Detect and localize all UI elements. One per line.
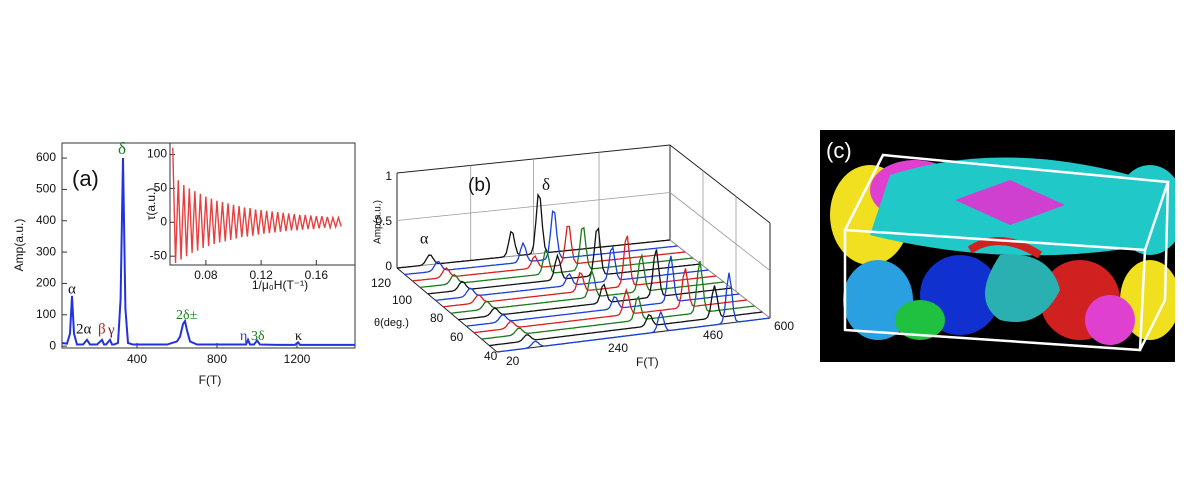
surface-blob bbox=[1085, 295, 1135, 345]
brillouin-box bbox=[843, 153, 1170, 352]
y-tick-label: 100 bbox=[147, 147, 167, 161]
fermi-surface bbox=[830, 157, 1175, 345]
spectrum-trace bbox=[404, 210, 678, 276]
theta-tick-label: 40 bbox=[484, 349, 498, 363]
y-tick-label: 400 bbox=[36, 213, 56, 227]
peak-label: γ bbox=[107, 322, 115, 338]
inset-y-label: τ(a.u.) bbox=[144, 188, 158, 221]
f-tick-label: 240 bbox=[608, 341, 628, 355]
plot-frame bbox=[169, 142, 356, 266]
y-tick-label: 300 bbox=[36, 244, 56, 258]
spectrum-trace bbox=[489, 285, 763, 347]
theta-axis-label: θ(deg.) bbox=[374, 317, 409, 329]
panel-label: (a) bbox=[72, 166, 99, 191]
panel-c: (c) bbox=[820, 130, 1175, 362]
peak-label: κ bbox=[295, 329, 302, 344]
f-tick-label: 600 bbox=[774, 319, 794, 333]
y-tick-label: -50 bbox=[150, 248, 168, 262]
inset-x-label: 1/μ₀H(T⁻¹) bbox=[252, 278, 308, 292]
box-edge bbox=[843, 230, 1147, 352]
peak-label: η bbox=[240, 329, 247, 344]
y-axis-label: Amp(a.u.) bbox=[12, 219, 26, 272]
spectrum-trace bbox=[412, 225, 686, 282]
spectrum-trace bbox=[466, 255, 740, 327]
spectrum-trace bbox=[473, 268, 747, 334]
f-tick-label: 20 bbox=[506, 354, 520, 368]
y-tick-label: 500 bbox=[36, 182, 56, 196]
z-axis-label: Amp(a.u.) bbox=[373, 200, 384, 244]
peak-label: δ bbox=[118, 139, 126, 158]
frame-line bbox=[396, 267, 498, 353]
data-line bbox=[172, 147, 342, 263]
y-tick-label: 100 bbox=[36, 307, 56, 321]
box-edge bbox=[1138, 181, 1170, 351]
data-line bbox=[62, 158, 355, 346]
x-axis-label: F(T) bbox=[199, 373, 222, 387]
surface-blob bbox=[985, 254, 1060, 322]
y-tick-label: 600 bbox=[36, 150, 56, 164]
y-tick-label: 0 bbox=[160, 214, 167, 228]
surface-blob bbox=[955, 180, 1065, 225]
z-tick-label: 0.5 bbox=[375, 214, 392, 228]
spectrum-trace bbox=[450, 252, 724, 314]
x-tick-label: 1200 bbox=[284, 352, 311, 366]
spectrum-trace bbox=[496, 272, 771, 353]
frame-line bbox=[669, 144, 771, 224]
y-tick-label: 200 bbox=[36, 276, 56, 290]
spectrum-trace bbox=[443, 235, 717, 308]
x-tick-label: 0.08 bbox=[194, 268, 218, 282]
y-tick-label: 50 bbox=[154, 181, 168, 195]
x-tick-label: 0.16 bbox=[305, 268, 329, 282]
f-axis-label: F(T) bbox=[636, 355, 659, 369]
panel-label: (c) bbox=[826, 138, 852, 163]
z-tick-label: 0 bbox=[385, 259, 392, 273]
peak-label: α bbox=[68, 281, 76, 297]
y-tick-label: 0 bbox=[49, 338, 56, 352]
peak-label: α bbox=[420, 231, 429, 248]
panel-label: (b) bbox=[468, 175, 491, 196]
theta-tick-label: 120 bbox=[371, 276, 391, 290]
x-tick-label: 800 bbox=[207, 352, 227, 366]
theta-tick-label: 60 bbox=[450, 330, 464, 344]
spectrum-trace bbox=[427, 226, 701, 295]
z-tick-label: 1 bbox=[385, 169, 392, 183]
spectrum-trace bbox=[458, 249, 732, 321]
peak-label: 2α bbox=[76, 321, 92, 337]
frame-line bbox=[669, 239, 771, 319]
peak-label: β bbox=[98, 321, 106, 337]
peak-label: δ bbox=[542, 175, 550, 194]
frame-line bbox=[669, 192, 771, 271]
theta-tick-label: 100 bbox=[392, 293, 412, 307]
surface-blob bbox=[895, 300, 945, 340]
x-tick-label: 400 bbox=[127, 352, 147, 366]
f-tick-label: 460 bbox=[703, 328, 723, 342]
panel-b bbox=[396, 144, 771, 353]
spectrum-trace bbox=[435, 245, 709, 301]
spectrum-trace bbox=[420, 226, 694, 289]
peak-label: 3δ bbox=[251, 329, 265, 344]
theta-tick-label: 80 bbox=[430, 311, 444, 325]
peak-label: 2δ± bbox=[176, 308, 198, 323]
x-tick-label: 0.12 bbox=[249, 268, 273, 282]
